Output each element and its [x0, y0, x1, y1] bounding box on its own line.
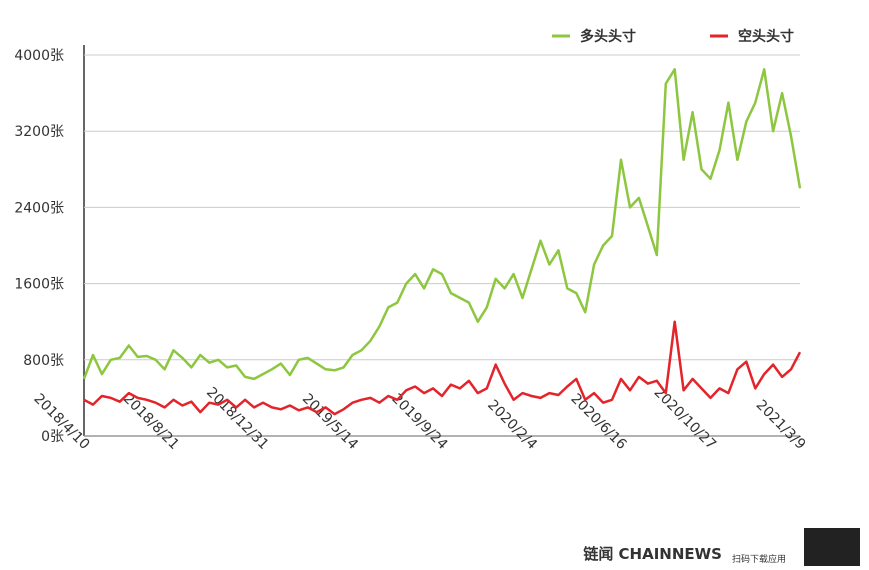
- series-line: [82, 68, 802, 381]
- x-tick-label: 2021/3/9: [753, 397, 809, 453]
- x-tick-label: 2020/2/4: [484, 397, 540, 453]
- y-tick-label: 0张: [41, 429, 64, 445]
- y-tick-label: 3200张: [14, 124, 64, 140]
- x-tick-label: 2018/12/31: [203, 384, 271, 452]
- legend-label: 空头头寸: [738, 28, 794, 45]
- tagline: 扫码下载应用: [732, 553, 786, 565]
- legend-label: 多头头寸: [580, 28, 636, 45]
- qr-code: [804, 528, 860, 566]
- x-tick-label: 2019/5/14: [299, 391, 361, 453]
- y-tick-label: 4000张: [14, 48, 64, 64]
- x-tick-label: 2020/6/16: [567, 391, 629, 453]
- y-tick-label: 800张: [23, 353, 64, 369]
- y-tick-label: 1600张: [14, 277, 64, 293]
- y-tick-label: 2400张: [14, 200, 64, 216]
- brand: 链闻 CHAINNEWS: [583, 545, 722, 563]
- series-line: [83, 320, 802, 416]
